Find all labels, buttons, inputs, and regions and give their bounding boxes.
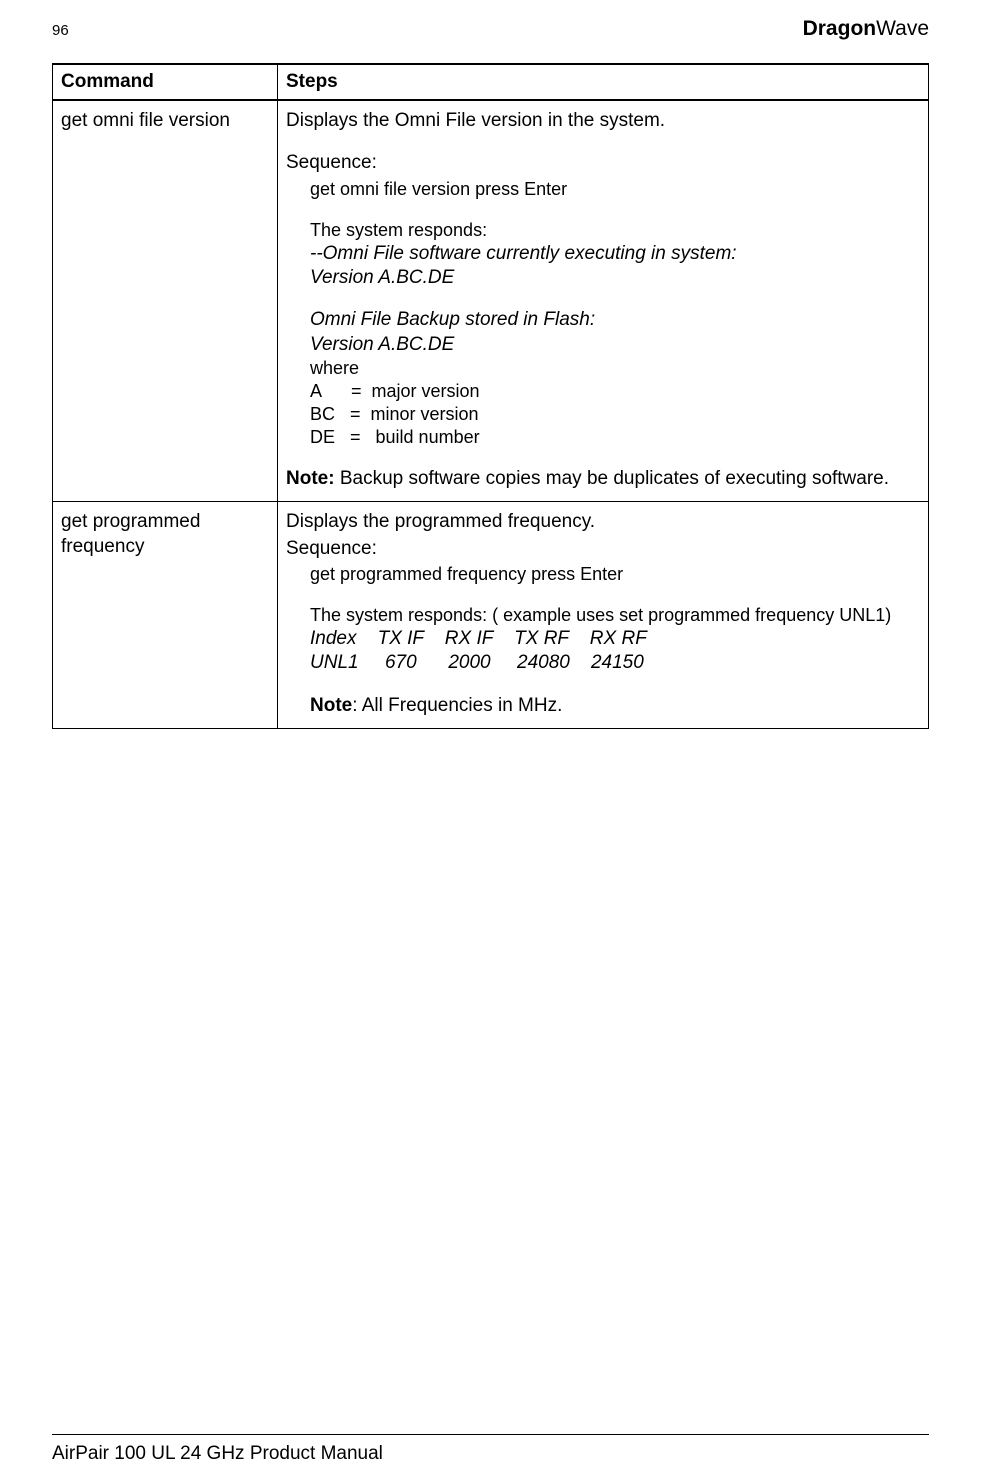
table-row: get omni file version Displays the Omni … <box>53 100 929 502</box>
cell-steps: Displays the Omni File version in the sy… <box>278 100 929 502</box>
response-line-4: Version A.BC.DE <box>286 333 920 357</box>
where-de: DE = build number <box>286 426 920 449</box>
response-label: The system responds: ( example uses set … <box>286 604 920 627</box>
where-label: where <box>286 357 920 380</box>
description: Displays the Omni File version in the sy… <box>286 109 920 133</box>
note-block: Note: All Frequencies in MHz. <box>286 694 920 718</box>
footer-divider <box>52 1434 929 1435</box>
cell-steps: Displays the programmed frequency. Seque… <box>278 502 929 729</box>
note-text: : All Frequencies in MHz. <box>352 695 562 716</box>
cell-command: get omni file version <box>53 100 278 502</box>
response-line-1: --Omni File software currently executing… <box>286 242 920 266</box>
table-row: get programmed frequency Displays the pr… <box>53 502 929 729</box>
sequence-label: Sequence: <box>286 151 920 175</box>
response-line-3: Omni File Backup stored in Flash: <box>286 308 920 332</box>
where-a: A = major version <box>286 380 920 403</box>
note-label: Note <box>310 695 352 716</box>
col-command: Command <box>53 64 278 100</box>
table-header-row: Command Steps <box>53 64 929 100</box>
response-line-2: Version A.BC.DE <box>286 266 920 290</box>
description: Displays the programmed frequency. <box>286 510 920 534</box>
data-row: UNL1 670 2000 24080 24150 <box>286 651 920 675</box>
page-header: 96 DragonWave <box>52 17 929 41</box>
page-number: 96 <box>52 22 69 39</box>
note-block: Note: Backup software copies may be dupl… <box>286 467 920 491</box>
cell-command: get programmed frequency <box>53 502 278 729</box>
response-label: The system responds: <box>286 219 920 242</box>
sequence-label: Sequence: <box>286 537 920 561</box>
footer-text: AirPair 100 UL 24 GHz Product Manual <box>52 1443 383 1465</box>
command-table: Command Steps get omni file version Disp… <box>52 63 929 729</box>
brand-bold: Dragon <box>803 17 877 40</box>
brand-light: Wave <box>876 17 929 40</box>
sequence-line: get omni file version press Enter <box>286 178 920 201</box>
note-text: Backup software copies may be duplicates… <box>335 468 889 489</box>
col-steps: Steps <box>278 64 929 100</box>
note-label: Note: <box>286 468 335 489</box>
data-header: Index TX IF RX IF TX RF RX RF <box>286 627 920 651</box>
where-bc: BC = minor version <box>286 403 920 426</box>
sequence-line: get programmed frequency press Enter <box>286 563 920 586</box>
brand: DragonWave <box>803 17 929 41</box>
